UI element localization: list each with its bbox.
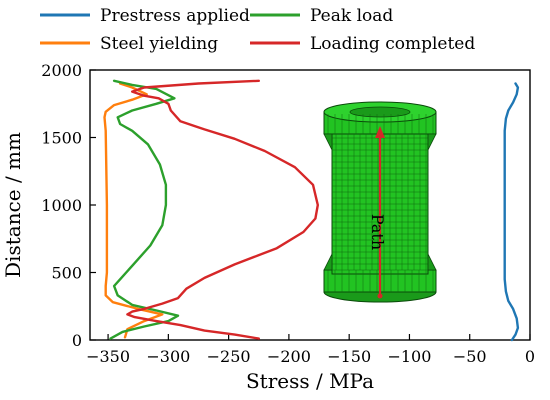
- x-tick-label: −100: [387, 347, 431, 366]
- y-tick-label: 2000: [41, 61, 82, 80]
- series-line-1: [503, 82, 520, 342]
- series-line-3: [109, 79, 180, 340]
- y-tick-label: 1000: [41, 196, 82, 215]
- model-rib-right-bottom: [427, 253, 437, 271]
- y-tick-label: 1500: [41, 129, 82, 148]
- x-tick-label: −150: [327, 347, 371, 366]
- x-tick-label: −200: [267, 347, 311, 366]
- model-top-hole: [349, 106, 411, 118]
- x-axis-label: Stress / MPa: [246, 369, 374, 393]
- model-rib-right-top: [427, 133, 437, 151]
- legend: Prestress applied Peak load Steel yielding…: [40, 6, 475, 54]
- series-group: [103, 79, 520, 342]
- x-tick-label: −250: [207, 347, 251, 366]
- legend-label: Peak load: [310, 6, 393, 26]
- path-arrow-head: [375, 126, 385, 138]
- x-tick-label: −300: [146, 347, 190, 366]
- x-tick-label: 0: [525, 347, 535, 366]
- series-line-2: [103, 82, 164, 339]
- axis-ticks: −350 −300 −250 −200 −150 −100 −50 0 0 500 1000 1500…: [41, 61, 535, 366]
- model-rib-left-bottom: [323, 253, 333, 271]
- x-tick-label: −350: [86, 347, 130, 366]
- x-tick-label: −50: [453, 347, 487, 366]
- plot-frame: [89, 69, 531, 341]
- path-start-dot: [377, 293, 383, 299]
- legend-label: Steel yielding: [100, 34, 218, 54]
- legend-label: Prestress applied: [100, 6, 250, 26]
- y-axis-label: Distance / mm: [1, 132, 25, 278]
- path-label: Path: [368, 214, 387, 250]
- model-rib-left-top: [323, 133, 333, 151]
- y-tick-label: 500: [51, 264, 82, 283]
- legend-label: Loading completed: [310, 34, 475, 54]
- column-model-inset: Path: [323, 101, 437, 303]
- y-tick-label: 0: [72, 331, 82, 350]
- series-line-4: [126, 79, 319, 340]
